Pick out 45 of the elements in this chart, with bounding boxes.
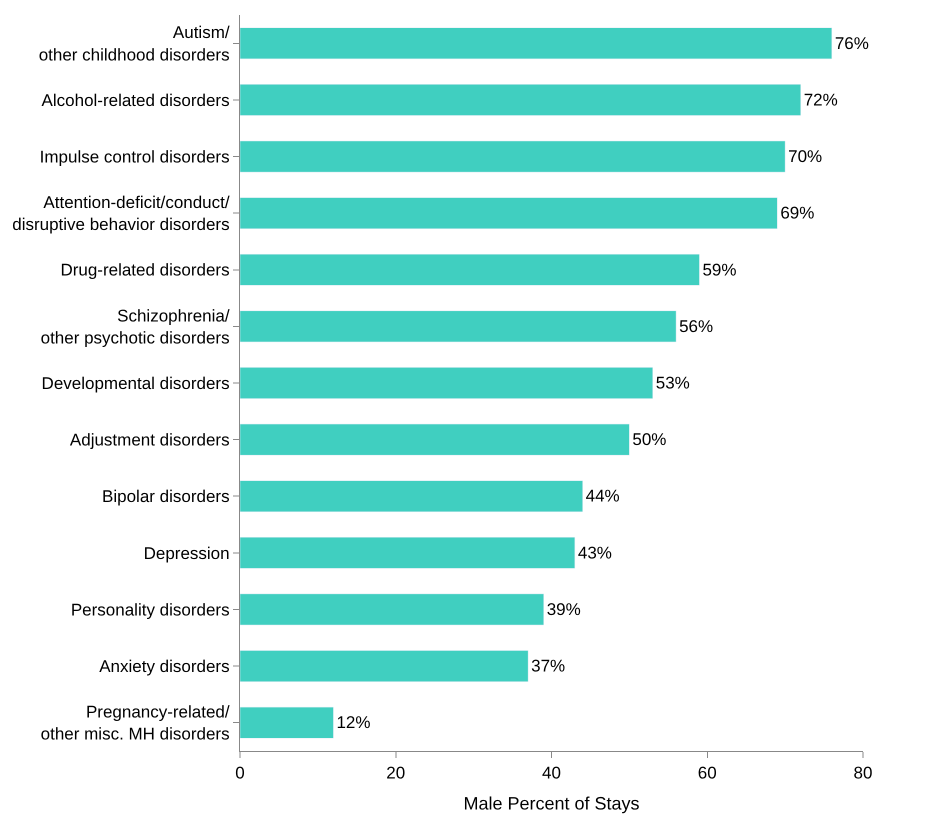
y-tick-label: Pregnancy-related/ other misc. MH disorders [40,702,230,744]
bar [240,197,778,229]
bar [240,310,676,342]
y-tick-label: Schizophrenia/ other psychotic disorders [40,306,230,348]
x-tick-label: 0 [235,763,245,782]
bar [240,254,700,286]
x-tick-label: 60 [698,763,717,782]
y-tick-label: Alcohol-related disorders [42,90,230,110]
data-label: 39% [546,600,581,619]
data-label: 56% [679,316,714,336]
bar [240,594,544,626]
bar [240,140,786,172]
y-tick-label: Personality disorders [70,600,230,620]
y-tick-label: Adjustment disorders [70,430,230,450]
bar [240,84,801,116]
y-tick-label: Drug-related disorders [60,260,230,280]
data-label: 37% [531,656,566,676]
bar [240,424,630,456]
data-label: 72% [804,90,838,110]
data-label: 59% [702,260,736,280]
data-label: 44% [586,486,620,506]
bar [240,367,653,399]
bar [240,537,576,569]
x-tick-label: 20 [386,763,406,782]
bar [240,27,832,60]
y-tick-label: Depression [144,544,230,563]
bar [240,650,528,682]
bar [240,480,583,512]
data-label: 43% [578,543,612,562]
bar [240,706,334,739]
data-label: 76% [834,34,869,53]
data-label: 53% [656,374,690,392]
x-axis-title: Male Percent of Stays [463,794,640,814]
y-tick-label: Anxiety disorders [99,657,230,676]
y-tick-label: Bipolar disorders [102,487,230,506]
data-label: 70% [788,147,822,166]
y-tick-label: Autism/ other childhood disorders [38,23,230,64]
y-tick-label: Developmental disorders [42,374,230,393]
x-tick-label: 80 [854,763,872,782]
y-tick-label: Attention-deficit/conduct/ disruptive behavior disorders [12,193,230,234]
y-tick-label: Impulse control disorders [40,147,230,166]
data-label: 69% [780,204,814,223]
data-label: 12% [336,713,370,732]
data-label: 50% [632,430,666,450]
x-tick-label: 40 [542,763,561,782]
